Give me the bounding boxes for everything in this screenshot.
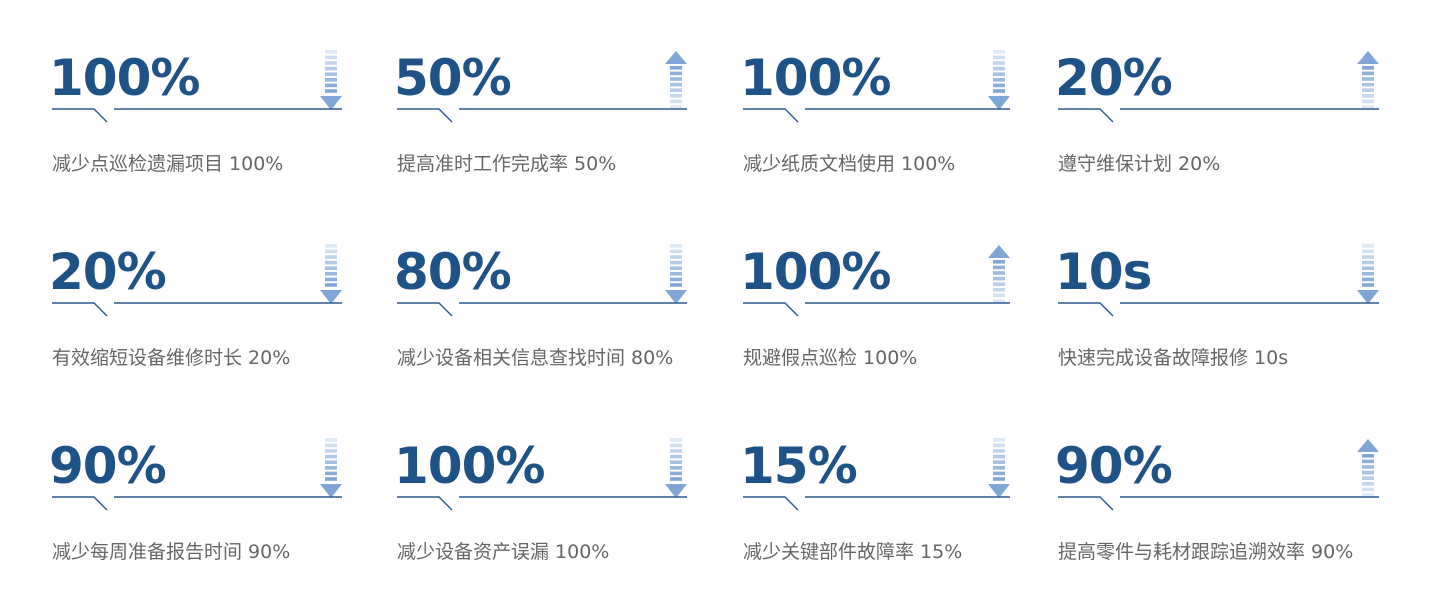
stat-value: 50%: [394, 49, 512, 107]
stat-value: 80%: [394, 243, 512, 301]
stat-card: 10s 快速完成设备故障报修 10s: [1055, 204, 1379, 369]
callout-line: [52, 496, 342, 511]
callout-line: [743, 302, 1010, 317]
stat-card: 100% 减少点巡检遗漏项目 100%: [49, 10, 342, 175]
callout-line: [743, 496, 1010, 511]
stat-label: 减少纸质文档使用 100%: [743, 153, 956, 175]
stat-value: 100%: [740, 243, 891, 301]
stat-card: 50% 提高准时工作完成率 50%: [394, 10, 687, 175]
arrow-up-icon: [1357, 51, 1379, 109]
callout-line: [52, 108, 342, 123]
stat-card: 80% 减少设备相关信息查找时间 80%: [394, 204, 687, 369]
arrow-up-icon: [988, 245, 1010, 303]
stat-label: 减少每周准备报告时间 90%: [52, 541, 291, 563]
arrow-down-icon: [320, 244, 342, 304]
stat-label: 遵守维保计划 20%: [1058, 153, 1221, 175]
stat-value: 20%: [49, 243, 167, 301]
stat-label: 规避假点巡检 100%: [743, 347, 918, 369]
stat-card: 100% 减少纸质文档使用 100%: [740, 10, 1010, 175]
callout-line: [397, 302, 687, 317]
stat-value: 100%: [740, 49, 891, 107]
arrow-down-icon: [1357, 244, 1379, 304]
stat-card: 100% 减少设备资产误漏 100%: [394, 398, 687, 563]
stat-value: 90%: [49, 437, 167, 495]
stat-label: 提高准时工作完成率 50%: [397, 153, 617, 175]
callout-line: [1058, 302, 1379, 317]
arrow-up-icon: [665, 51, 687, 109]
callout-line: [1058, 108, 1379, 123]
stat-card: 90% 提高零件与耗材跟踪追溯效率 90%: [1055, 398, 1379, 563]
stat-label: 提高零件与耗材跟踪追溯效率 90%: [1058, 541, 1354, 563]
stat-value: 100%: [49, 49, 200, 107]
arrow-down-icon: [665, 438, 687, 498]
stat-label: 有效缩短设备维修时长 20%: [52, 347, 291, 369]
arrow-down-icon: [988, 50, 1010, 110]
stat-label: 减少设备相关信息查找时间 80%: [397, 347, 674, 369]
callout-line: [52, 302, 342, 317]
arrow-down-icon: [320, 438, 342, 498]
stat-value: 90%: [1055, 437, 1173, 495]
callout-line: [743, 108, 1010, 123]
stat-card: 100% 规避假点巡检 100%: [740, 204, 1010, 369]
arrow-down-icon: [665, 244, 687, 304]
stat-card: 20% 遵守维保计划 20%: [1055, 10, 1379, 175]
arrow-up-icon: [1357, 439, 1379, 497]
stat-card: 90% 减少每周准备报告时间 90%: [49, 398, 342, 563]
stat-label: 快速完成设备故障报修 10s: [1058, 347, 1289, 369]
stat-card: 20% 有效缩短设备维修时长 20%: [49, 204, 342, 369]
arrow-down-icon: [988, 438, 1010, 498]
callout-line: [397, 108, 687, 123]
callout-line: [1058, 496, 1379, 511]
arrow-down-icon: [320, 50, 342, 110]
stat-label: 减少关键部件故障率 15%: [743, 541, 963, 563]
stat-label: 减少设备资产误漏 100%: [397, 541, 610, 563]
stat-value: 15%: [740, 437, 858, 495]
callout-line: [397, 496, 687, 511]
stat-card: 15% 减少关键部件故障率 15%: [740, 398, 1010, 563]
stat-value: 10s: [1055, 243, 1152, 301]
stat-label: 减少点巡检遗漏项目 100%: [52, 153, 284, 175]
stat-value: 20%: [1055, 49, 1173, 107]
stat-value: 100%: [394, 437, 545, 495]
